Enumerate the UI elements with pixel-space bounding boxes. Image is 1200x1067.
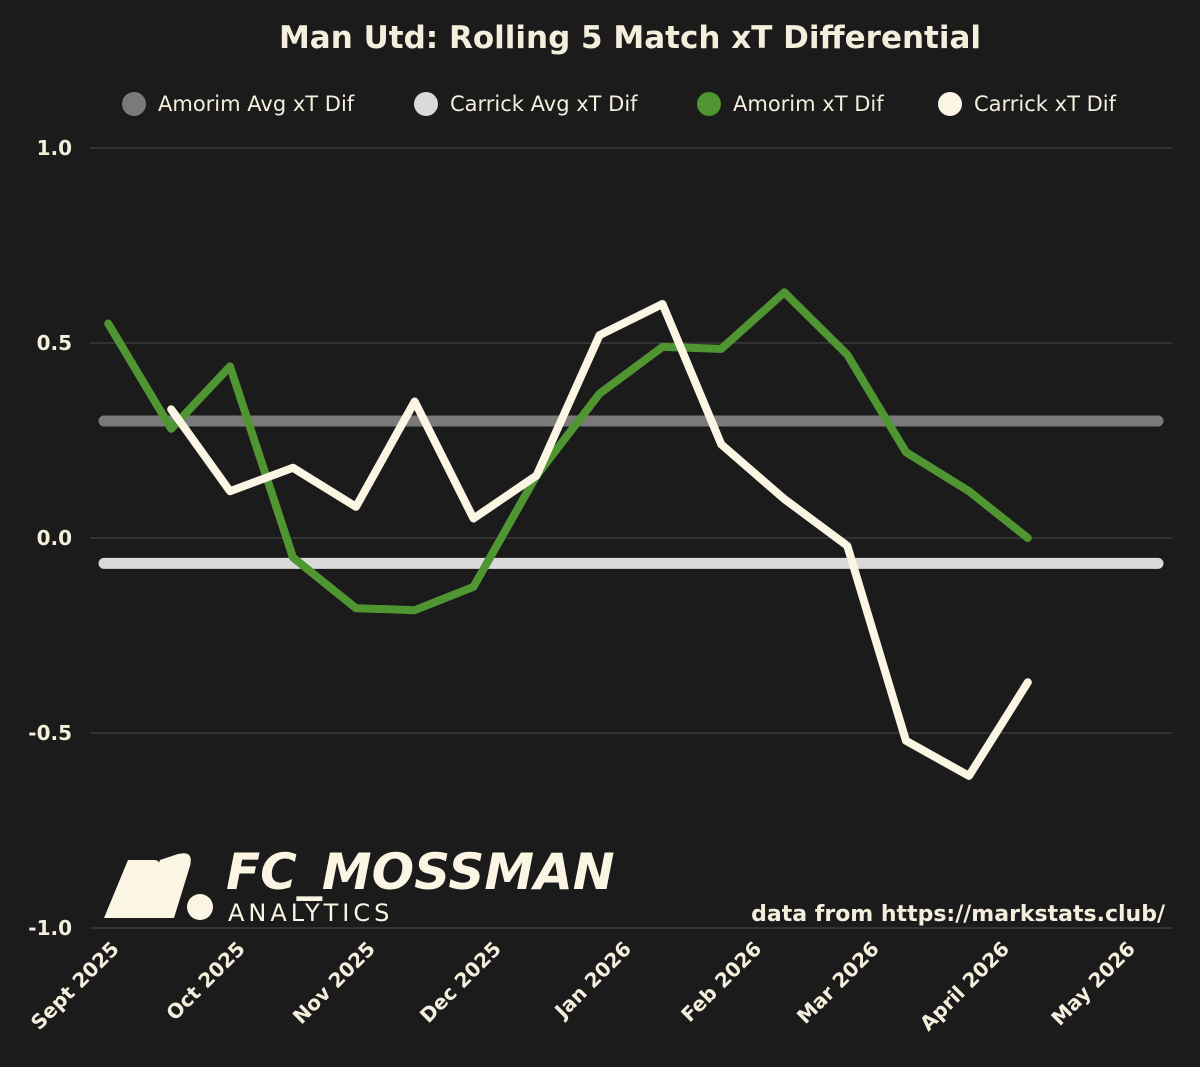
- x-tick-label: Feb 2026: [676, 937, 766, 1027]
- x-tick-label: Mar 2026: [792, 937, 884, 1029]
- x-tick-label: Sept 2025: [26, 937, 124, 1035]
- y-axis: 1.0 0.5 0.0 -0.5 -1.0: [28, 136, 72, 940]
- x-axis: Sept 2025 Oct 2025 Nov 2025 Dec 2025 Jan 202…: [26, 937, 1140, 1036]
- logo-mark-icon: [104, 853, 213, 920]
- y-tick-label: -0.5: [28, 721, 72, 745]
- x-tick-label: Oct 2025: [161, 937, 249, 1025]
- legend-marker: [697, 92, 721, 116]
- series-line: [167, 300, 1032, 780]
- x-tick-label: May 2026: [1046, 937, 1140, 1031]
- legend-marker: [122, 92, 146, 116]
- legend: Amorim Avg xT Dif Carrick Avg xT Dif Amori…: [122, 92, 1117, 116]
- legend-marker: [938, 92, 962, 116]
- series-layer: [98, 288, 1164, 780]
- legend-entry: Amorim xT Dif: [733, 92, 884, 116]
- series-line: [104, 288, 1032, 615]
- x-tick-label: Dec 2025: [415, 937, 506, 1028]
- x-tick-label: April 2026: [915, 937, 1014, 1036]
- legend-entry: Amorim Avg xT Dif: [158, 92, 355, 116]
- x-tick-label: Nov 2025: [288, 937, 380, 1029]
- chart-title: Man Utd: Rolling 5 Match xT Differential: [279, 20, 981, 56]
- legend-entry: Carrick Avg xT Dif: [450, 92, 638, 116]
- data-source-note: data from https://markstats.club/: [751, 902, 1166, 927]
- brand-name: FC_MOSSMAN: [226, 843, 615, 901]
- y-tick-label: 1.0: [37, 136, 72, 160]
- legend-marker: [414, 92, 438, 116]
- x-tick-label: Jan 2026: [548, 937, 636, 1025]
- fc-mossman-logo: FC_MOSSMAN ANALYTICS: [104, 843, 615, 927]
- y-tick-label: -1.0: [28, 916, 72, 940]
- y-tick-label: 0.0: [37, 526, 72, 550]
- brand-subtitle: ANALYTICS: [228, 899, 393, 927]
- legend-entry: Carrick xT Dif: [974, 92, 1117, 116]
- gridlines: [90, 147, 1172, 929]
- y-tick-label: 0.5: [37, 331, 72, 355]
